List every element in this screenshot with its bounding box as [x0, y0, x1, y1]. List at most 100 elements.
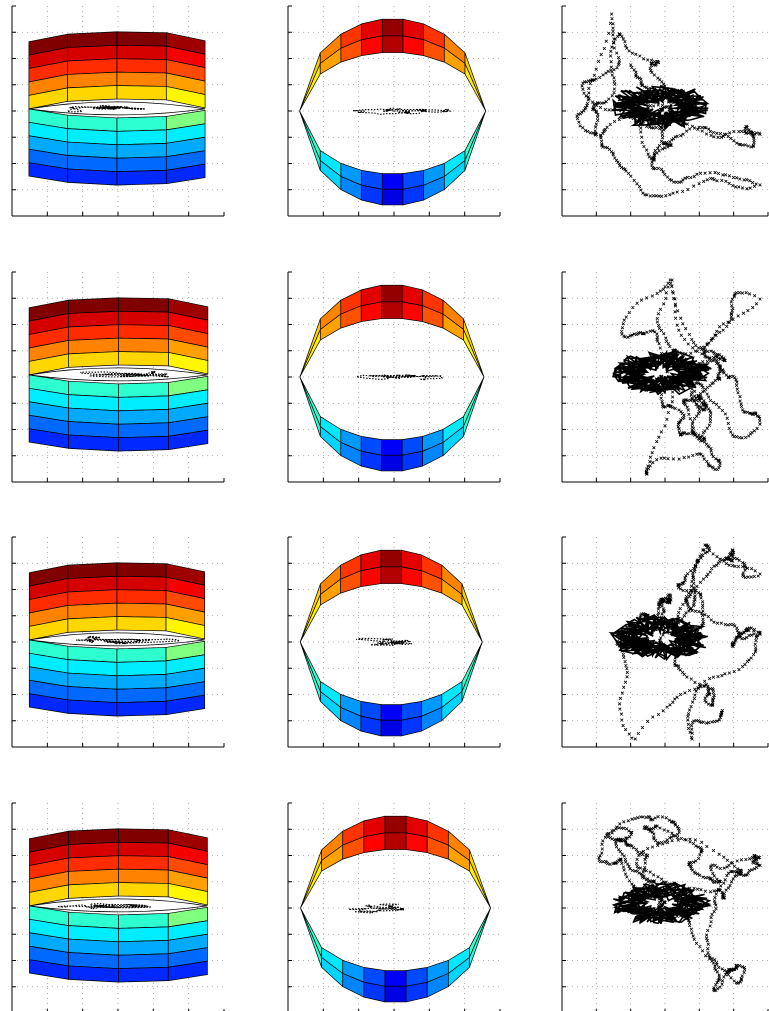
surface-patch: [464, 110, 487, 171]
surface-patch: [68, 882, 119, 899]
subplot-r2-c2: [287, 271, 501, 483]
subplot-r2-c1: [11, 271, 225, 483]
surface-patch: [116, 602, 167, 618]
surface-patch: [118, 913, 169, 929]
surface-patch: [118, 868, 169, 884]
surface-patch: [380, 719, 402, 737]
surface-patch: [118, 297, 169, 313]
surface-patch: [116, 169, 167, 186]
surface-patch: [118, 337, 169, 353]
surface-patch: [68, 828, 119, 845]
surface-patch: [299, 110, 321, 171]
surface-patch: [68, 310, 119, 328]
surface-patch: [116, 673, 167, 690]
surface-patch: [469, 907, 491, 968]
surface-patch: [116, 142, 167, 159]
surface-patch: [461, 594, 483, 643]
surface-patch: [118, 422, 169, 439]
surface-patch: [381, 454, 403, 472]
trajectory-line: [356, 637, 413, 646]
surface-patch: [165, 694, 205, 716]
surface-patch: [380, 566, 402, 584]
surface-patch: [118, 382, 169, 398]
surface-patch: [360, 566, 382, 587]
surface-patch: [67, 616, 118, 633]
surface-patch: [116, 44, 167, 60]
surface-patch: [380, 704, 402, 721]
surface-patch: [67, 699, 118, 717]
surface-patch: [67, 44, 118, 62]
surface-patch: [118, 926, 169, 943]
surface-patch: [67, 575, 118, 593]
surface-patch: [116, 58, 167, 74]
surface-patch: [384, 970, 407, 987]
surface-patch: [116, 616, 167, 632]
surface-patch: [118, 310, 169, 326]
surface-patch: [67, 71, 118, 89]
surface-patch: [116, 85, 167, 101]
surface-patch: [118, 855, 169, 871]
surface-patch: [168, 429, 209, 451]
trajectory-line: [355, 374, 444, 381]
surface-patch: [361, 35, 383, 56]
surface-patch: [118, 435, 169, 452]
subplot-r3-c2: [287, 536, 501, 748]
surface-patch: [299, 594, 321, 643]
surface-patch: [67, 602, 118, 620]
surface-patch: [380, 549, 402, 568]
surface-patch: [68, 841, 119, 859]
surface-patch: [67, 58, 118, 75]
surface-patch: [299, 329, 321, 378]
surface-patch: [381, 188, 404, 206]
surface-patch: [118, 395, 169, 412]
trajectory-core: [612, 348, 712, 396]
surface-patch: [116, 589, 167, 605]
trajectory-line: [353, 107, 452, 115]
surface-patch: [384, 985, 407, 1003]
surface-opening: [29, 898, 208, 913]
surface-patch: [116, 129, 167, 146]
surface-patch: [116, 647, 167, 663]
surface-patch: [118, 408, 169, 425]
surface-patch: [300, 907, 322, 968]
surface-patch: [118, 939, 169, 956]
subplot-r4-c2: [287, 802, 501, 1011]
surface-patch: [299, 641, 321, 702]
subplot-r1-c2: [287, 5, 501, 217]
trajectory-core: [612, 84, 710, 131]
surface-patch: [68, 855, 119, 872]
trajectory-line: [76, 635, 181, 645]
surface-patch: [68, 351, 119, 368]
surface-patch: [463, 318, 485, 378]
surface-patch: [461, 641, 483, 702]
surface-patch: [363, 832, 386, 853]
surface-patch: [167, 960, 208, 982]
surface-patch: [67, 31, 118, 48]
surface-patch: [469, 849, 491, 909]
surface-patch: [464, 52, 487, 112]
surface-patch: [68, 297, 119, 314]
subplot-r2-c3: [561, 271, 769, 483]
scatter-markers: [575, 12, 762, 198]
surface-patch: [381, 439, 403, 456]
surface-patch: [116, 575, 167, 591]
surface-patch: [116, 116, 167, 132]
surface-patch: [299, 583, 321, 643]
surface-patch: [118, 351, 169, 367]
surface-patch: [384, 832, 407, 850]
subplot-r3-c3: [561, 536, 769, 748]
surface-patch: [299, 376, 321, 437]
trajectory-line: [66, 104, 146, 113]
surface-patch: [116, 660, 167, 677]
surface-patch: [168, 352, 209, 375]
surface-patch: [165, 617, 205, 640]
surface-patch: [118, 882, 169, 898]
surface-patch: [167, 883, 208, 906]
surface-patch: [118, 966, 169, 983]
surface-patch: [461, 583, 483, 643]
surface-patch: [381, 173, 404, 190]
surface-patch: [384, 815, 407, 834]
scatter-markers: [597, 815, 762, 993]
surface-patch: [463, 329, 485, 378]
